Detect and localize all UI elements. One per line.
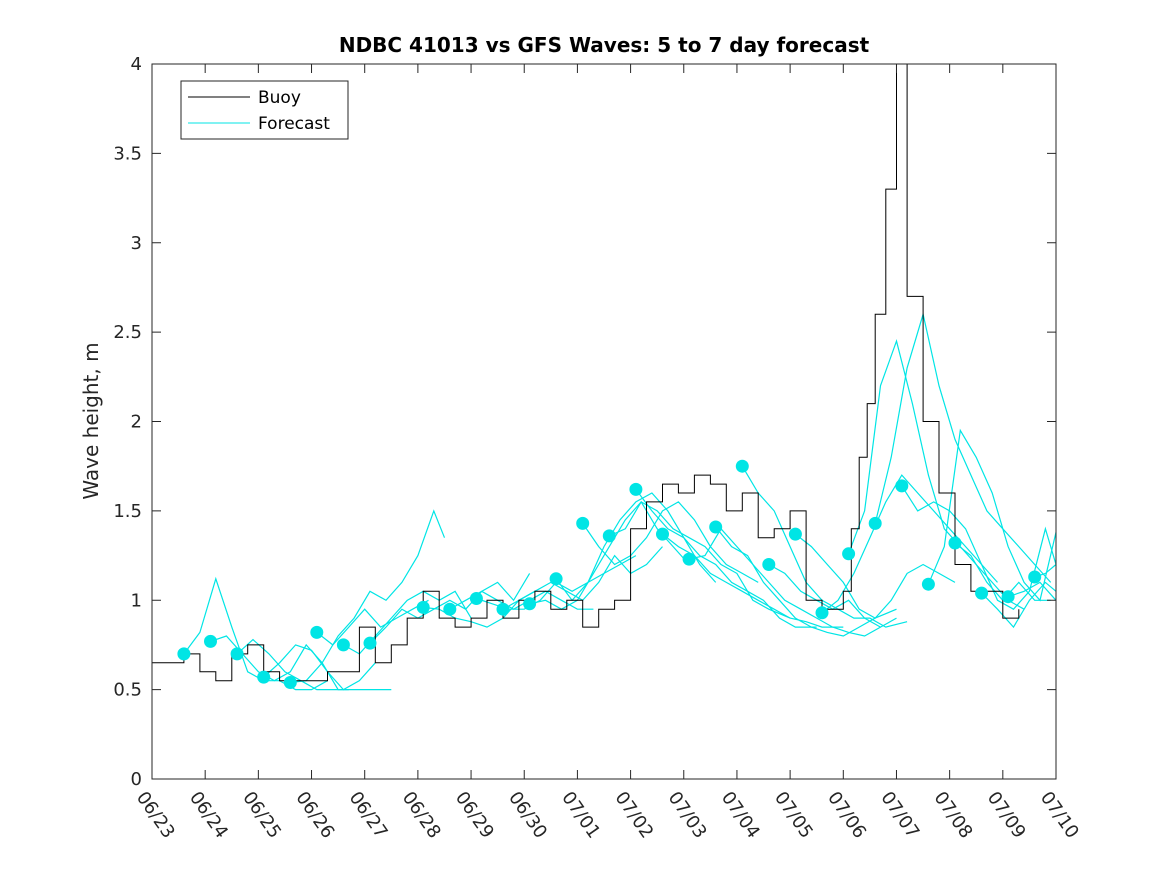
forecast-marker-18 [682,552,696,566]
y-tick-label-4: 2 [131,412,142,433]
forecast-marker-24 [842,547,856,561]
forecast-line-3 [263,644,376,691]
forecast-marker-13 [549,572,563,586]
forecast-marker-9 [443,602,457,616]
y-tick-label-2: 1 [131,590,142,611]
forecast-line-22 [795,533,956,619]
legend-forecast-label: Forecast [258,114,330,134]
forecast-line-6 [343,590,472,655]
forecast-line-8 [423,590,536,628]
forecast-marker-29 [975,586,989,600]
y-tick-label-8: 4 [131,54,142,75]
forecast-marker-17 [656,527,669,541]
forecast-line-4 [290,509,446,684]
forecast-marker-19 [709,520,723,534]
forecast-marker-5 [310,625,324,639]
forecast-line-24 [848,339,1025,610]
y-tick-label-0: 0 [131,769,142,790]
y-axis-label: Wave height, m [79,342,103,499]
forecast-marker-25 [868,516,882,530]
forecast-marker-26 [895,479,909,493]
forecast-marker-30 [1001,590,1015,604]
forecast-line-5 [316,599,429,646]
legend-buoy-label: Buoy [258,88,301,108]
chart-title: NDBC 41013 vs GFS Waves: 5 to 7 day fore… [339,33,870,57]
forecast-marker-4 [283,676,297,689]
forecast-marker-12 [523,597,537,611]
plot-area [152,64,1056,779]
forecast-marker-28 [948,536,962,550]
y-tick-label-7: 3.5 [113,143,142,164]
legend-box [180,80,349,140]
forecast-marker-10 [469,592,483,605]
forecast-marker-11 [496,602,510,616]
forecast-marker-1 [204,634,217,648]
y-tick-label-1: 0.5 [113,680,142,701]
forecast-marker-15 [602,529,616,543]
y-tick-label-6: 3 [131,233,142,254]
buoy-line [152,63,1020,682]
forecast-line-30 [1007,581,1057,601]
forecast-line-26 [901,485,1057,610]
forecast-line-7 [369,573,531,644]
forecast-marker-2 [230,647,244,661]
forecast-marker-22 [788,527,802,541]
forecast-line-2 [236,638,349,691]
forecast-marker-31 [1028,570,1042,584]
forecast-line-16 [635,489,817,628]
forecast-line-15 [609,501,791,619]
forecast-line-13 [555,492,717,602]
forecast-marker-23 [815,606,829,620]
forecast-marker-0 [177,647,191,661]
forecast-line-25 [874,311,1052,583]
forecast-marker-27 [921,577,935,591]
forecast-line-19 [715,526,897,637]
forecast-marker-8 [416,600,430,614]
forecast-marker-21 [762,558,776,571]
forecast-marker-20 [735,459,749,473]
forecast-marker-16 [629,482,643,496]
forecast-line-14 [582,501,759,583]
forecast-marker-3 [257,670,271,684]
series-layer [152,63,1057,691]
legend: Buoy Forecast [180,80,349,140]
forecast-marker-14 [576,516,590,530]
forecast-marker-6 [336,638,350,652]
forecast-line-29 [981,581,1057,629]
y-tick-label-5: 2.5 [113,322,142,343]
y-tick-label-3: 1.5 [113,501,142,522]
forecast-line-0 [183,576,328,691]
forecast-marker-7 [363,636,377,650]
